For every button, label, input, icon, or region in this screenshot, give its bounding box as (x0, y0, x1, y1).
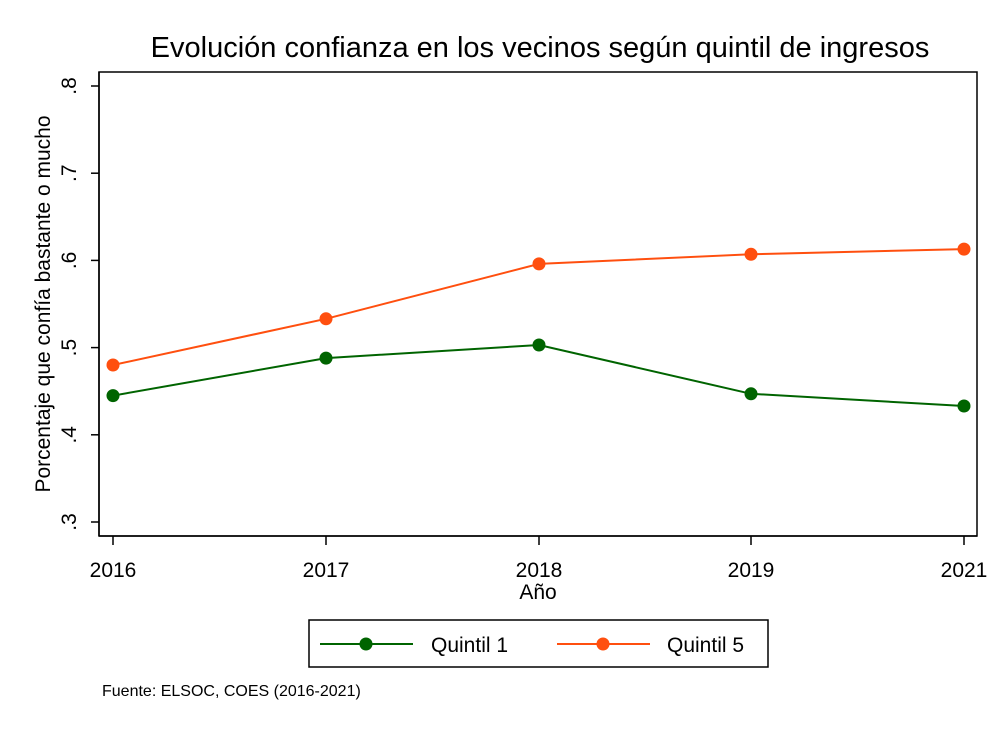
plot-area-frame (98, 71, 978, 537)
y-axis: .3 .4 .5 .6 .7 .8 (58, 72, 100, 536)
data-point (532, 338, 546, 352)
data-point (744, 247, 758, 261)
y-tick-label: .6 (58, 252, 81, 270)
y-tick-label: .3 (58, 513, 81, 531)
legend-label: Quintil 5 (667, 634, 744, 657)
x-axis: 2016 2017 2018 2019 2021 (90, 535, 988, 582)
data-point (106, 389, 120, 403)
x-tick-label: 2017 (303, 559, 350, 582)
x-tick-label: 2019 (728, 559, 775, 582)
legend-label: Quintil 1 (431, 634, 508, 657)
data-point (532, 257, 546, 271)
legend: Quintil 1 Quintil 5 (320, 634, 744, 657)
y-axis-label: Porcentaje que confía bastante o mucho (32, 115, 55, 492)
y-tick-label: .5 (58, 339, 81, 357)
series-layer (106, 242, 971, 413)
x-axis-label: Año (519, 581, 556, 604)
data-point (957, 242, 971, 256)
data-point (319, 312, 333, 326)
data-point (106, 358, 120, 372)
series-line-quintil-1 (112, 343, 965, 407)
legend-marker (359, 637, 373, 651)
legend-marker (596, 637, 610, 651)
x-tick-label: 2016 (90, 559, 137, 582)
data-point (744, 387, 758, 401)
chart-title: Evolución confianza en los vecinos según… (151, 32, 930, 64)
source-note: Fuente: ELSOC, COES (2016-2021) (102, 683, 361, 700)
x-tick-label: 2018 (516, 559, 563, 582)
y-tick-label: .7 (58, 164, 81, 182)
y-tick-label: .8 (58, 77, 81, 95)
x-tick-label: 2021 (941, 559, 988, 582)
data-point (319, 351, 333, 365)
y-tick-label: .4 (58, 426, 81, 444)
data-point (957, 399, 971, 413)
